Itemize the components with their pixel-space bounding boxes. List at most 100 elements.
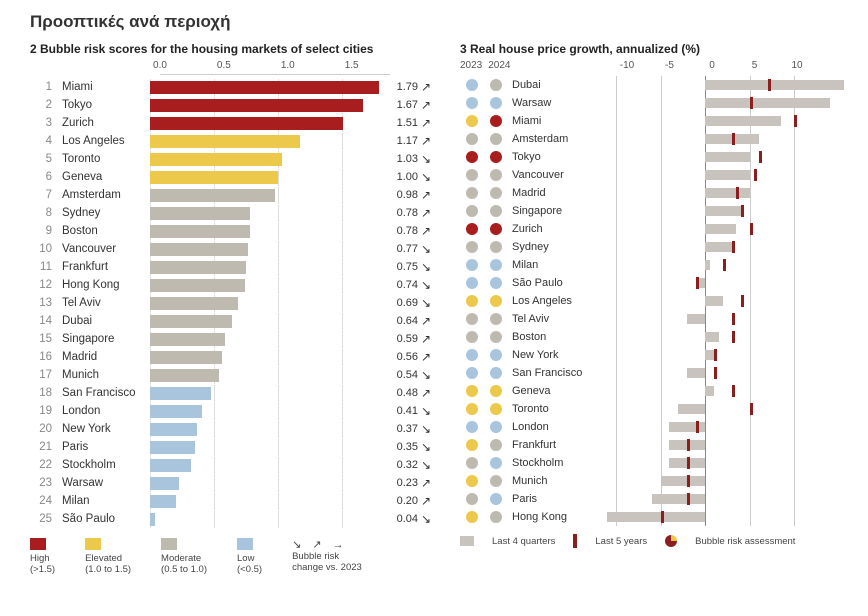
y5-marker (723, 259, 726, 271)
bar (150, 369, 219, 382)
dot-2024 (490, 169, 502, 181)
growth-row: Stockholm (460, 454, 848, 472)
dot-2023 (466, 313, 478, 325)
growth-header: 2023 2024 -10-50510 (460, 60, 848, 74)
dot-2023 (466, 439, 478, 451)
growth-row: London (460, 418, 848, 436)
rank: 14 (30, 315, 52, 327)
y5-marker (687, 457, 690, 469)
growth-row: Miami (460, 112, 848, 130)
value-label: 1.79 (380, 81, 418, 93)
growth-plot (598, 168, 848, 182)
trend-arrow-icon: ↘ (418, 512, 434, 526)
q4-bar (705, 260, 709, 270)
growth-plot (598, 366, 848, 380)
trend-arrow-icon: ↗ (418, 134, 434, 148)
y5-marker (732, 313, 735, 325)
bar (150, 351, 222, 364)
growth-row: Frankfurt (460, 436, 848, 454)
x-tick: 0.5 (217, 60, 231, 71)
dot-2024 (490, 277, 502, 289)
y5-marker (768, 79, 771, 91)
bubble-row: 12Hong Kong0.74↘ (30, 276, 450, 294)
bubble-row: 17Munich0.54↘ (30, 366, 450, 384)
bar-track (150, 117, 380, 130)
growth-plot (598, 348, 848, 362)
bar-track (150, 441, 380, 454)
y5-marker (687, 439, 690, 451)
city-label: Sydney (52, 207, 150, 219)
bar-track (150, 297, 380, 310)
dot-2023 (466, 259, 478, 271)
bubble-row: 24Milan0.20↗ (30, 492, 450, 510)
value-label: 0.59 (380, 333, 418, 345)
growth-plot (598, 384, 848, 398)
growth-row: Milan (460, 256, 848, 274)
city-label: Singapore (52, 333, 150, 345)
y5-marker (741, 295, 744, 307)
value-label: 0.54 (380, 369, 418, 381)
rank: 16 (30, 351, 52, 363)
growth-row: Munich (460, 472, 848, 490)
legend-item: Low(<0.5) (237, 538, 262, 575)
city-label: Dubai (52, 315, 150, 327)
city-label: Dubai (508, 79, 598, 91)
y5-marker (696, 421, 699, 433)
city-label: Munich (52, 369, 150, 381)
q4-bar (705, 296, 723, 306)
growth-x-axis: -10-50510 (610, 60, 848, 74)
legend-swatch-y5 (573, 534, 577, 548)
y5-marker (732, 241, 735, 253)
city-label: Amsterdam (508, 133, 598, 145)
growth-plot (598, 402, 848, 416)
trend-arrow-icon: ↘ (418, 368, 434, 382)
city-label: Boston (52, 225, 150, 237)
rank: 2 (30, 99, 52, 111)
bar (150, 135, 300, 148)
dot-2023 (466, 493, 478, 505)
city-label: São Paulo (52, 513, 150, 525)
value-label: 1.00 (380, 171, 418, 183)
year-2023: 2023 (460, 60, 482, 74)
city-label: San Francisco (52, 387, 150, 399)
legend-sub: change vs. 2023 (292, 562, 362, 573)
bar-track (150, 243, 380, 256)
city-label: Singapore (508, 205, 598, 217)
q4-bar (661, 476, 706, 486)
bar (150, 459, 191, 472)
trend-arrow-icon: ↘ (418, 296, 434, 310)
bar-track (150, 315, 380, 328)
bar (150, 495, 176, 508)
q4-bar (678, 404, 705, 414)
city-label: Hong Kong (508, 511, 598, 523)
city-label: Frankfurt (508, 439, 598, 451)
value-label: 0.20 (380, 495, 418, 507)
y5-marker (732, 133, 735, 145)
legend-swatch-q4 (460, 536, 474, 546)
city-label: Amsterdam (52, 189, 150, 201)
growth-plot (598, 294, 848, 308)
dot-2024 (490, 439, 502, 451)
dot-2023 (466, 115, 478, 127)
bubble-row: 1Miami1.79↗ (30, 78, 450, 96)
trend-arrow-icon: ↗ (418, 494, 434, 508)
growth-row: Paris (460, 490, 848, 508)
charts-container: 2 Bubble risk scores for the housing mar… (0, 32, 868, 575)
y5-marker (750, 403, 753, 415)
growth-row: Geneva (460, 382, 848, 400)
city-label: Los Angeles (508, 295, 598, 307)
growth-plot (598, 240, 848, 254)
value-label: 0.64 (380, 315, 418, 327)
bar-track (150, 405, 380, 418)
trend-arrow-icon: ↘ (418, 404, 434, 418)
bar-track (150, 81, 380, 94)
rank: 7 (30, 189, 52, 201)
growth-plot (598, 132, 848, 146)
bubble-row: 10Vancouver0.77↘ (30, 240, 450, 258)
q4-bar (687, 314, 705, 324)
city-label: Warsaw (52, 477, 150, 489)
q4-bar (705, 206, 741, 216)
value-label: 0.69 (380, 297, 418, 309)
trend-arrow-icon: ↗ (418, 224, 434, 238)
bar (150, 171, 278, 184)
